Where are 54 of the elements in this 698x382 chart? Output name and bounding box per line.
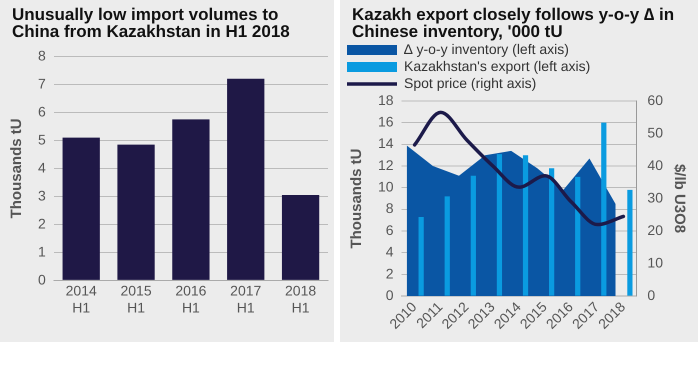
- y2-tick-label: 60: [647, 92, 664, 108]
- bar: [627, 190, 633, 296]
- y-tick-label: 6: [38, 103, 46, 120]
- y-tick-label: 12: [378, 156, 394, 173]
- y-tick-label: 16: [378, 114, 394, 130]
- y2-tick-label: 10: [647, 254, 664, 270]
- y2-tick-label: 50: [647, 124, 664, 140]
- bar: [172, 119, 210, 280]
- y2-tick-label: 30: [647, 189, 664, 206]
- bar: [601, 122, 606, 296]
- legend-label: Kazakhstan's export (left axis): [404, 58, 590, 74]
- y2-tick-label: 0: [647, 286, 656, 303]
- y-tick-label: 18: [378, 92, 394, 108]
- line-series: [412, 110, 626, 226]
- y-tick-label: 7: [38, 75, 46, 92]
- y-axis-title: Thousands tU: [8, 118, 26, 218]
- chart-title: Kazakh export closely follows y-o-y ∆ in Chinese inventory, '000 tU: [351, 4, 676, 41]
- y-tick-label: 1: [38, 243, 46, 260]
- bar: [227, 78, 264, 280]
- y-tick-label: 0: [386, 286, 394, 303]
- y-tick-label: 5: [38, 131, 46, 148]
- bar: [282, 195, 320, 280]
- bar: [444, 196, 450, 296]
- y-tick-label: 0: [38, 271, 46, 288]
- y-tick-label: 10: [378, 178, 394, 195]
- y-tick-label: 2: [386, 265, 394, 282]
- x-tick-label: 2015 H1: [120, 282, 152, 316]
- bar: [117, 144, 155, 280]
- x-tick-label: 2017 H1: [230, 282, 262, 316]
- y2-tick-label: 20: [647, 222, 664, 238]
- bar: [496, 154, 502, 296]
- y-tick-label: 8: [38, 47, 46, 64]
- bar: [470, 176, 476, 296]
- y-tick-label: 14: [378, 135, 394, 152]
- y-tick-label: 3: [38, 187, 46, 204]
- y-tick-label: 4: [38, 159, 46, 176]
- y-tick-label: 4: [386, 244, 394, 260]
- bar: [522, 155, 528, 296]
- x-tick-label: 2018 H1: [285, 282, 316, 316]
- bar: [418, 216, 424, 296]
- bar: [575, 176, 580, 296]
- x-tick-label: 2016 H1: [175, 282, 207, 316]
- y2-tick-label: 40: [647, 156, 664, 173]
- y2-axis-title: $/lb U3O8: [670, 164, 688, 234]
- y-axis-title: Thousands tU: [348, 148, 366, 249]
- y-tick-label: 6: [386, 222, 394, 238]
- x-tick-label: 2014 H1: [66, 282, 97, 316]
- bar: [549, 168, 554, 296]
- chart-title: Unusually low import volumes to China from Kazakhstan in H1 2018: [11, 4, 291, 41]
- legend-label: ∆ y-o-y inventory (left axis): [404, 40, 569, 57]
- bar: [62, 138, 100, 280]
- legend-label: Spot price (right axis): [404, 74, 536, 91]
- y-tick-label: 8: [386, 200, 394, 216]
- y-tick-label: 2: [38, 215, 46, 232]
